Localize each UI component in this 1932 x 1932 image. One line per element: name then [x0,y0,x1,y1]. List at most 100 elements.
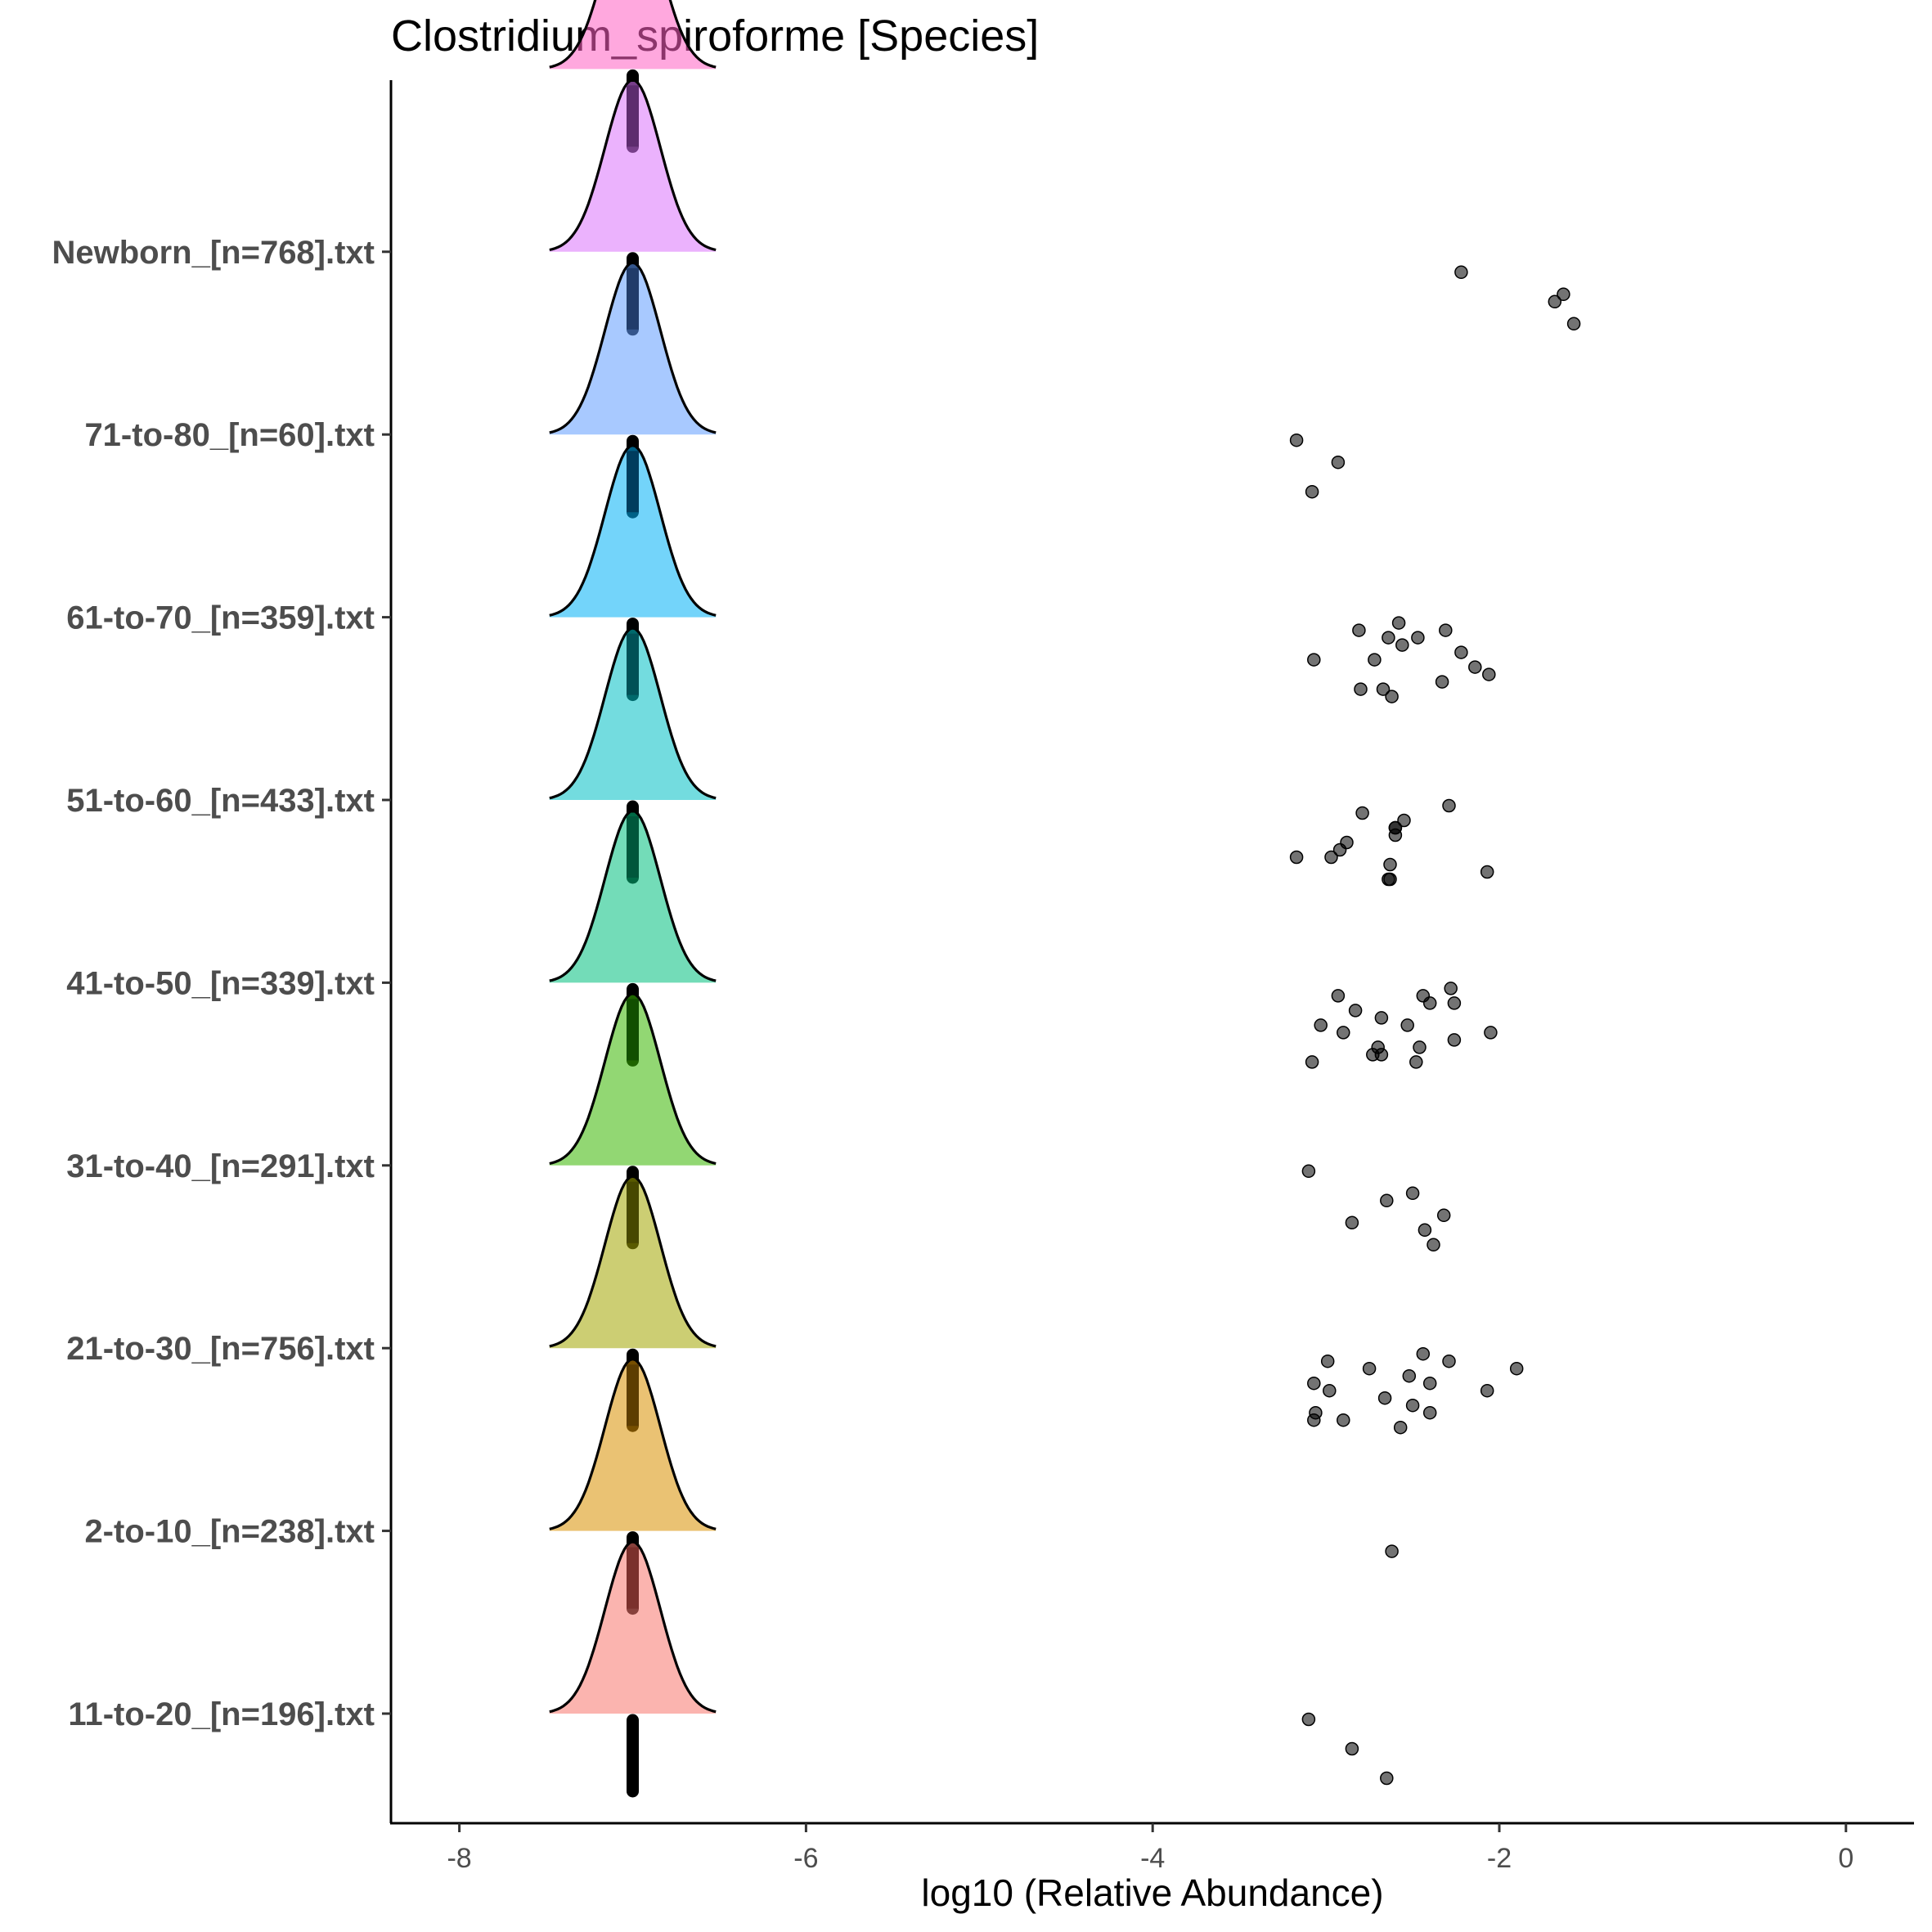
x-tick-label: -8 [447,1843,471,1874]
density-outline [549,627,717,800]
ridge-group [549,1540,717,1798]
density-fill [549,811,717,983]
data-point [1307,1413,1321,1427]
density-fill [549,445,717,618]
x-tick-label: 0 [1838,1843,1853,1874]
data-point [1307,653,1321,667]
data-point [1354,682,1368,696]
data-point [1480,1383,1494,1398]
density-fill [549,1542,717,1714]
data-point [1454,645,1468,659]
data-point [1397,813,1411,828]
data-point [1383,872,1397,887]
data-point [1337,1413,1350,1427]
data-point [1376,682,1391,696]
data-point [1405,1398,1420,1413]
data-point [1385,690,1399,703]
data-point [1447,1033,1462,1047]
data-point [1435,675,1449,689]
density-fill [549,263,717,435]
data-point [1468,660,1482,674]
data-point [1320,1354,1335,1368]
data-point [1332,842,1347,857]
data-point [1323,1383,1337,1398]
data-point [1400,1018,1414,1032]
data-point [1352,623,1366,637]
data-point [1374,1011,1389,1025]
data-point [1331,989,1346,1003]
density-fill [549,993,717,1166]
density-fill [549,628,717,800]
data-point [1307,1376,1321,1391]
density-ridges [549,0,717,1798]
data-point [1393,1420,1408,1435]
data-point [1444,982,1458,995]
y-tick-label: 11-to-20_[n=196].txt [68,1696,375,1732]
density-outline [549,1357,717,1530]
data-point [1305,1055,1319,1069]
density-fill [549,0,717,70]
data-point [1314,1018,1328,1032]
data-point [1345,1741,1359,1756]
data-point [1422,1376,1437,1391]
data-point [1362,1361,1377,1376]
x-tick-label: -4 [1140,1843,1165,1874]
data-point [1377,1391,1392,1405]
data-point [1482,667,1496,681]
density-outline [549,992,717,1166]
data-point [1331,455,1346,470]
y-tick-label: 2-to-10_[n=238].txt [84,1514,375,1550]
data-point [1427,1238,1440,1252]
data-point [1388,820,1403,835]
data-point [1402,1368,1417,1383]
density-fill [549,79,717,252]
data-point [1509,1361,1524,1376]
density-outline [549,1175,717,1348]
data-point [1380,1193,1394,1208]
data-point [1380,1771,1394,1786]
density-fill [549,1359,717,1531]
data-point [1366,1048,1380,1062]
y-tick-label: 31-to-40_[n=291].txt [66,1148,375,1184]
data-point [1405,1186,1420,1201]
density-outline [549,443,717,617]
data-point [1382,631,1395,645]
density-outline [549,79,717,252]
data-point [1418,1223,1432,1238]
data-point [1436,1208,1451,1223]
data-point [1348,1004,1363,1018]
density-fill [549,1176,717,1349]
data-point [1324,850,1338,865]
y-tick-label: 71-to-80_[n=60].txt [84,417,375,453]
data-point [1447,996,1462,1010]
data-point [1480,865,1494,879]
data-point [1395,638,1409,652]
chart-title: Clostridium_spiroforme [Species] [391,11,1039,61]
y-tick-label: 61-to-70_[n=359].txt [66,600,375,636]
x-axis-ticks: -8 -6 -4 -2 0 [447,1823,1853,1874]
data-point [1289,433,1304,447]
density-outline [549,1540,717,1714]
data-point [1385,1544,1399,1558]
y-axis-ticks: Newborn_[n=768].txt 71-to-80_[n=60].txt 61… [52,235,391,1732]
data-point [1289,850,1304,865]
data-point [1442,1354,1456,1368]
data-point [1416,1346,1431,1361]
data-point [1301,1164,1316,1179]
data-point [1566,317,1581,331]
data-point [1391,616,1406,630]
data-point [1439,623,1453,637]
data-point [1411,631,1425,645]
data-point [1484,1026,1498,1040]
x-tick-label: -6 [793,1843,818,1874]
density-outline [549,809,717,982]
data-point [1305,484,1319,499]
data-point [1454,265,1468,280]
data-point [1413,1040,1427,1054]
data-point [1337,1026,1350,1040]
y-tick-label: 41-to-50_[n=339].txt [66,965,375,1001]
data-point [1409,1055,1423,1069]
x-tick-label: -2 [1487,1843,1512,1874]
jitter-points [1289,265,1581,1786]
